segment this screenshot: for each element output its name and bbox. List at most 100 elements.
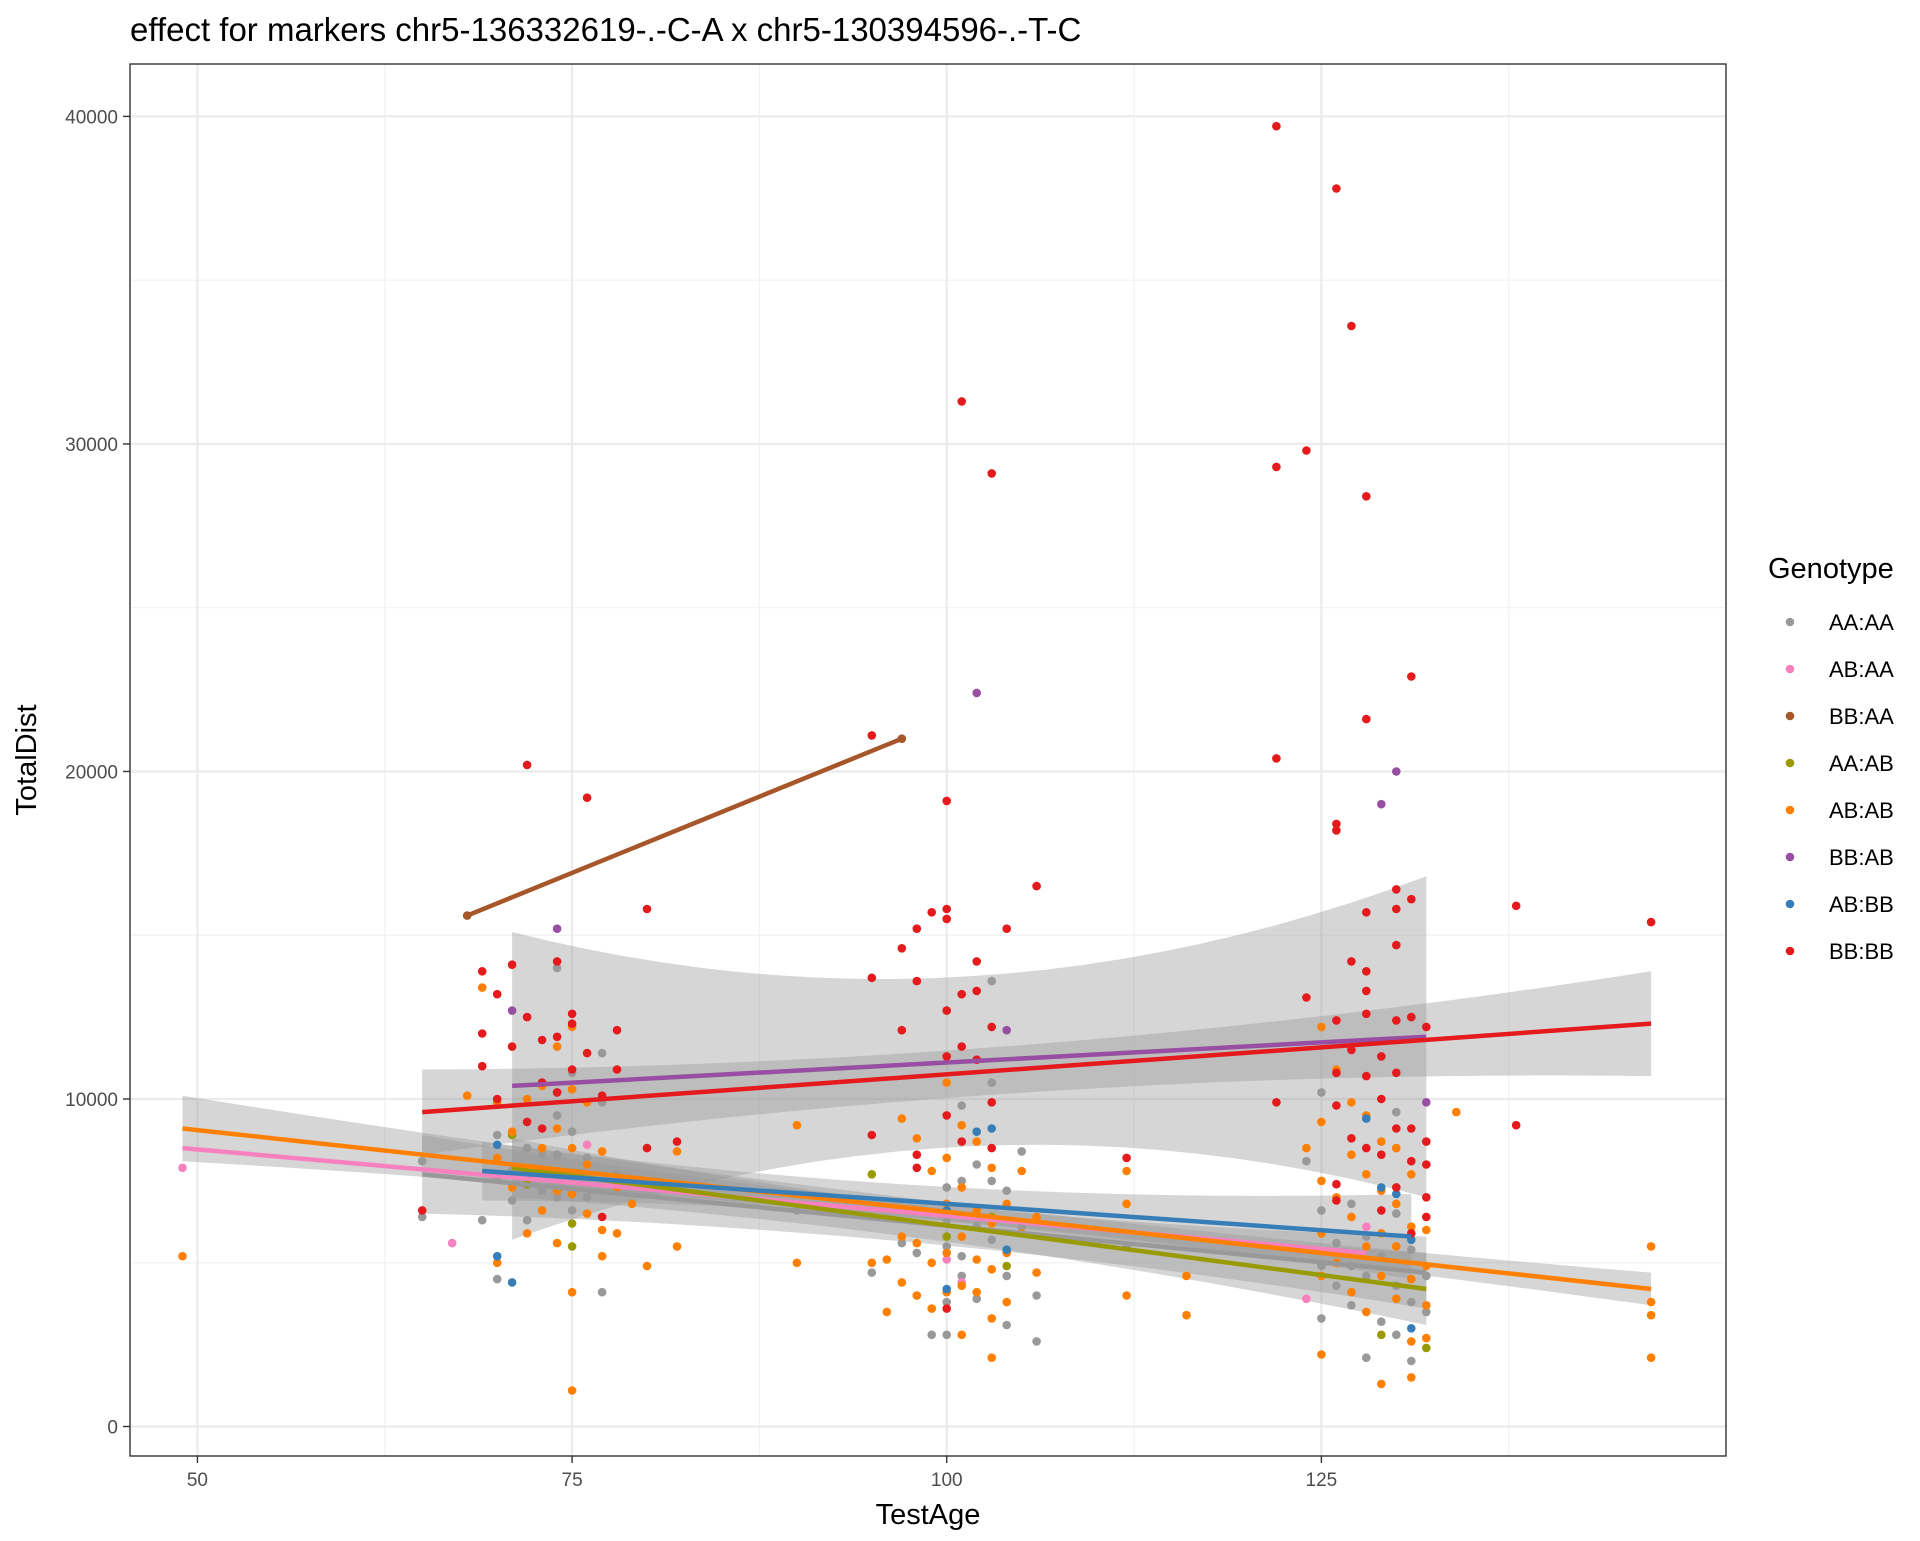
data-point [1407, 894, 1416, 904]
data-point [477, 1061, 487, 1071]
data-point [522, 1143, 532, 1153]
data-point [1392, 940, 1401, 950]
fit-line-aa-ab [511, 1165, 1427, 1292]
series-points-ab-bb [492, 1088, 1416, 1333]
legend-key [1785, 758, 1795, 768]
chart-title: effect for markers chr5-136332619-.-C-A … [130, 11, 1081, 48]
data-point [567, 1287, 577, 1297]
data-point [582, 1193, 592, 1202]
legend-key [1785, 617, 1795, 627]
data-point [597, 1225, 607, 1235]
legend-label: BB:BB [1829, 939, 1894, 964]
data-point [1646, 1242, 1656, 1251]
data-point [972, 1127, 981, 1136]
data-point [942, 1006, 951, 1015]
data-point [567, 1127, 577, 1136]
data-point [867, 1268, 877, 1277]
legend-key [1785, 946, 1795, 956]
data-point [1377, 1271, 1386, 1281]
data-point [1362, 1114, 1371, 1123]
data-point [957, 1232, 966, 1241]
confidence-band [422, 971, 1652, 1155]
data-point [927, 908, 936, 917]
fit-line-ab-bb [482, 1168, 1412, 1239]
data-point [987, 1176, 996, 1186]
data-point [987, 1314, 996, 1323]
data-point [912, 1248, 922, 1258]
data-point [1407, 1274, 1416, 1284]
data-point [1122, 1199, 1131, 1209]
data-point [942, 1153, 951, 1163]
data-point [597, 1048, 607, 1058]
data-point [942, 1304, 951, 1313]
y-axis-title: TotalDist [11, 704, 43, 815]
data-point [1377, 1183, 1386, 1192]
data-point [1392, 1107, 1401, 1117]
data-point [522, 1215, 532, 1225]
data-point [957, 989, 966, 999]
data-point [477, 1215, 487, 1225]
data-point [597, 1251, 607, 1261]
data-point [1362, 1170, 1371, 1179]
data-point [942, 796, 951, 806]
data-point [912, 1291, 922, 1300]
data-point [492, 1274, 502, 1284]
data-point [1377, 799, 1386, 809]
data-point [552, 1032, 562, 1042]
legend-item: BB:BB [1785, 939, 1894, 964]
data-point [1122, 1166, 1131, 1176]
data-point [597, 1147, 607, 1156]
legend-item: AB:AA [1785, 657, 1894, 682]
data-point [987, 469, 996, 478]
data-point [867, 731, 877, 740]
data-point [1272, 754, 1281, 763]
grid-layer [130, 64, 1726, 1456]
data-point [1332, 1238, 1341, 1248]
data-point [1002, 1025, 1011, 1035]
data-point [178, 1251, 187, 1261]
data-point [1032, 1337, 1041, 1346]
data-point [1422, 1307, 1431, 1317]
data-point [867, 1170, 877, 1179]
y-tick-label: 20000 [65, 762, 118, 783]
data-point [897, 1238, 907, 1248]
data-point [477, 967, 487, 976]
data-point [1347, 1150, 1356, 1159]
data-point [942, 1183, 951, 1192]
fit-line-bb-aa [466, 736, 903, 918]
data-point [552, 1124, 562, 1133]
data-point [1332, 184, 1341, 193]
data-point [597, 1212, 607, 1222]
data-point [1407, 1156, 1416, 1166]
data-point [1407, 1124, 1416, 1133]
data-point [1347, 1134, 1356, 1143]
data-point [567, 1143, 577, 1153]
data-point [1407, 1245, 1416, 1254]
data-point [1646, 917, 1656, 927]
data-point [612, 1065, 622, 1074]
data-point [1377, 1094, 1386, 1104]
data-point [987, 1235, 996, 1245]
data-point [1347, 1199, 1356, 1209]
data-point [867, 973, 877, 983]
data-point [1422, 1301, 1431, 1310]
y-tick-label: 0 [107, 1418, 118, 1439]
data-point [912, 1134, 922, 1143]
legend-item: BB:AB [1785, 845, 1894, 870]
legend: Genotype AA:AAAB:AABB:AAAA:ABAB:ABBB:ABA… [1768, 553, 1894, 964]
data-point [912, 976, 922, 986]
data-point [1317, 1117, 1326, 1127]
legend-item: AB:BB [1785, 892, 1894, 917]
data-point [1302, 1143, 1311, 1153]
data-point [1377, 1052, 1386, 1061]
data-point [1511, 901, 1521, 911]
data-point [1002, 1186, 1011, 1195]
data-point [612, 1229, 622, 1238]
series-points-bb-ab [507, 688, 1431, 1107]
legend-key [1785, 664, 1795, 674]
data-point [1017, 1166, 1026, 1176]
data-point [537, 1143, 547, 1153]
data-point [1377, 1330, 1386, 1340]
data-point [987, 1078, 996, 1087]
